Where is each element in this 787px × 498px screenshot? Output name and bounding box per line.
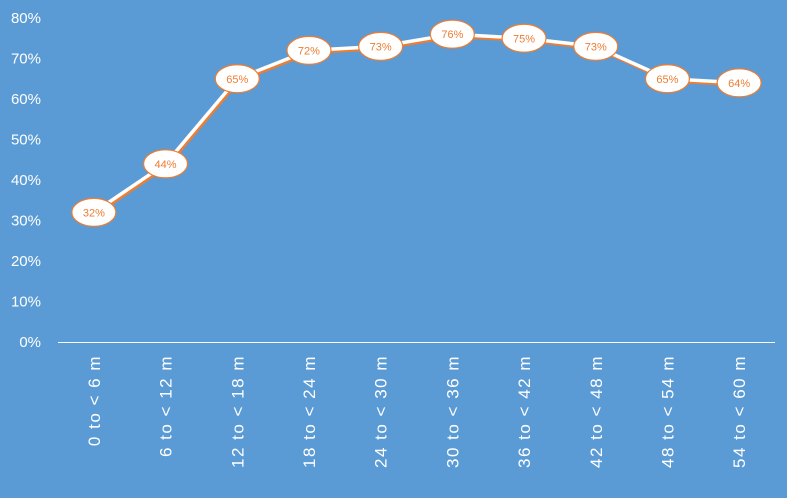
y-tick-label: 30% [11,213,41,230]
data-point-marker [644,64,691,94]
data-point: 32% [71,197,117,227]
y-tick-label: 20% [11,253,41,270]
data-point: 73% [358,31,404,61]
data-point-marker [71,197,117,227]
x-category-label: 54 to < 60 m [730,355,749,468]
y-tick-label: 0% [19,334,41,351]
x-category-label: 0 to < 6 m [85,355,104,446]
data-point: 75% [501,23,547,53]
x-category-label: 36 to < 42 m [515,355,534,468]
data-point: 64% [716,68,762,98]
x-category-label: 48 to < 54 m [658,355,677,468]
data-label: 65% [656,74,678,86]
series-line-shadow [93,34,743,217]
x-category-label: 24 to < 30 m [372,355,391,468]
data-point-marker [286,35,332,66]
data-label: 75% [513,33,535,45]
y-tick-label: 80% [11,10,41,27]
x-category-label: 18 to < 24 m [300,355,319,468]
data-point-marker [142,149,189,179]
y-tick-label: 10% [11,294,41,311]
data-label: 32% [83,207,105,219]
data-point: 72% [286,35,332,66]
x-category-label: 42 to < 48 m [587,355,606,468]
data-labels: 32% 44% 65% 72% 73% 76% 75% 73% 65% 64% [71,19,762,227]
data-label: 72% [298,45,320,57]
series-line [92,32,743,217]
data-point-marker [501,23,547,53]
data-point: 65% [214,64,260,94]
data-point-marker [716,68,762,98]
y-axis: 0% 10% 20% 30% 40% 50% 60% 70% 80% [11,10,41,351]
data-label: 76% [441,29,463,41]
data-point: 44% [142,149,189,179]
data-label: 65% [226,74,248,86]
series-line-path [92,32,741,215]
y-tick-label: 70% [11,51,41,68]
x-category-label: 30 to < 36 m [443,355,462,468]
y-tick-label: 50% [11,132,41,149]
data-label: 73% [370,41,392,53]
x-axis: 0 to < 6 m 6 to < 12 m 12 to < 18 m 18 to <… [85,355,749,468]
data-label: 44% [155,159,177,171]
data-label: 73% [585,41,607,53]
data-label: 64% [728,78,750,90]
y-tick-label: 60% [11,91,41,108]
data-point-marker [214,64,260,94]
data-point-marker [358,31,404,61]
drop-lines [93,34,740,334]
y-tick-label: 40% [11,172,41,189]
x-category-label: 12 to < 18 m [228,355,247,468]
data-point-marker [429,19,475,49]
data-point-marker [573,31,619,61]
data-point: 76% [429,19,475,49]
data-point: 65% [644,64,691,94]
x-category-label: 6 to < 12 m [157,355,176,457]
data-point: 73% [573,31,619,61]
